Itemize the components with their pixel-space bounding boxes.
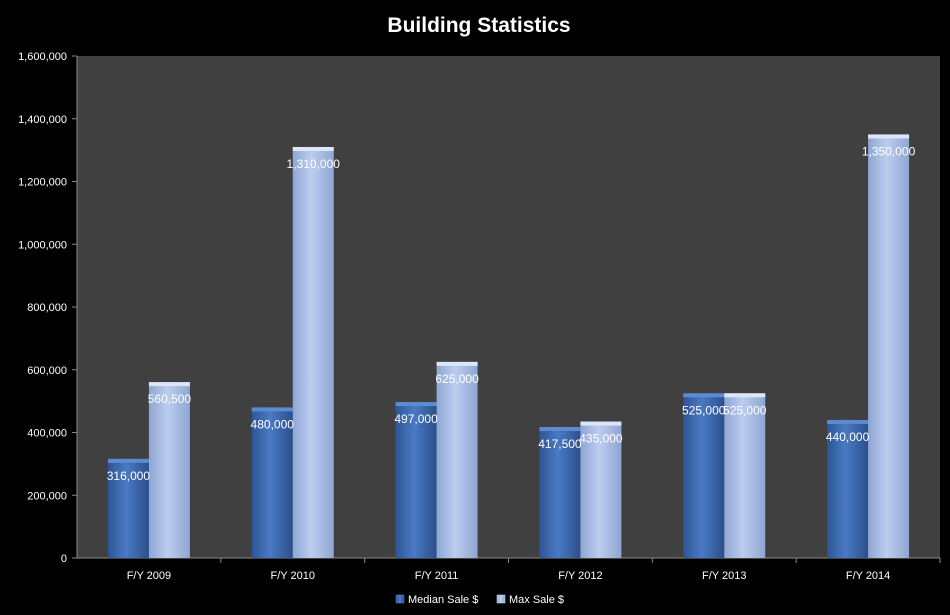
bar-median-sale [683,393,725,558]
bar-top-cap [292,146,334,151]
y-tick-label: 600,000 [27,365,67,377]
bar-top-cap [827,419,869,424]
bar-top-cap [251,407,293,412]
data-label: 625,000 [435,372,479,386]
y-tick-label: 1,200,000 [18,177,67,189]
data-label: 417,500 [538,437,582,451]
bar-top-cap [724,393,766,398]
data-label: 1,350,000 [862,144,916,158]
data-label: 1,310,000 [287,157,341,171]
bar-median-sale [107,458,149,558]
y-tick-label: 1,400,000 [18,114,67,126]
bar-top-cap [107,458,149,463]
y-tick-label: 1,600,000 [18,51,67,63]
legend-label: Max Sale $ [509,594,564,606]
legend-label: Median Sale $ [408,594,478,606]
x-tick-label: F/Y 2009 [127,570,171,582]
bar-top-cap [683,393,725,398]
bar-max-sale [868,134,910,558]
bar-median-sale [251,407,293,558]
x-tick-label: F/Y 2011 [415,570,459,582]
x-tick-label: F/Y 2013 [702,570,746,582]
axes: 0 200,000 400,000 600,000 800,000 1,000,000 1,… [18,51,941,582]
legend-swatch [496,594,506,604]
bar-max-sale [148,382,190,558]
bar-max-sale [292,146,334,559]
legend-swatch [395,594,405,604]
data-labels: 316,000 560,500 480,000 1,310,000 497,000 625… [107,144,916,482]
x-tick-label: F/Y 2012 [558,570,602,582]
data-label: 560,500 [148,392,192,406]
y-tick-label: 0 [61,553,67,565]
chart-title: Building Statistics [387,14,570,37]
bars [107,134,910,559]
data-label: 525,000 [682,403,726,417]
y-tick-label: 1,000,000 [18,239,67,251]
plot-area [77,56,940,558]
data-label: 316,000 [107,469,151,483]
bar-top-cap [148,382,190,387]
bar-top-cap [580,421,622,426]
bar-max-sale [436,361,478,558]
bar-max-sale [580,421,622,558]
bar-top-cap [868,134,910,139]
data-label: 497,000 [394,412,438,426]
data-label: 525,000 [723,403,767,417]
bar-median-sale [827,419,869,558]
bar-top-cap [436,361,478,366]
x-tick-label: F/Y 2010 [271,570,315,582]
bar-top-cap [539,427,581,432]
x-tick-label: F/Y 2014 [846,570,890,582]
y-tick-label: 400,000 [27,428,67,440]
bar-median-sale [395,402,437,558]
bar-max-sale [724,393,766,558]
bar-top-cap [395,402,437,407]
y-tick-label: 800,000 [27,302,67,314]
data-label: 440,000 [826,430,870,444]
bar-median-sale [539,427,581,558]
y-tick-label: 200,000 [27,490,67,502]
legend: Median Sale $ Max Sale $ [395,594,564,606]
data-label: 435,000 [579,432,623,446]
data-label: 480,000 [251,417,295,431]
